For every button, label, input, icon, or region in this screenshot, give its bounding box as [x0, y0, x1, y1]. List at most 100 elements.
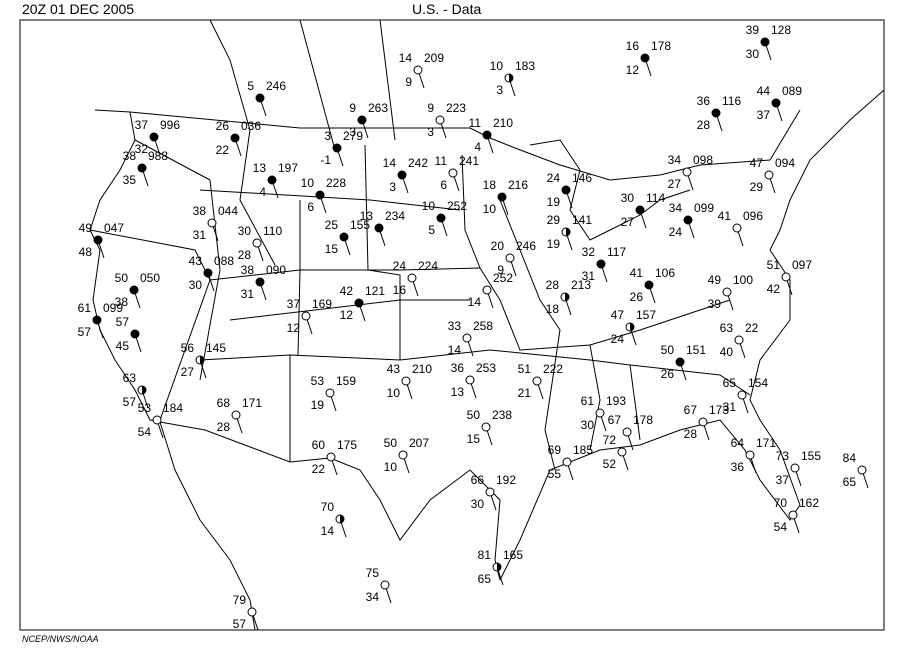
- temperature: 47: [750, 156, 764, 170]
- temperature: 65: [723, 376, 737, 390]
- dewpoint: 6: [307, 200, 314, 214]
- station: 41 096: [718, 209, 763, 247]
- pressure: 099: [103, 301, 123, 315]
- station: 75 34: [366, 566, 392, 604]
- temperature: 37: [287, 297, 301, 311]
- station: 30 110 28: [238, 224, 283, 262]
- pressure: 210: [493, 116, 513, 130]
- pressure: 241: [459, 154, 479, 168]
- header-title: U.S. - Data: [412, 1, 481, 17]
- station: 30 114 27: [621, 191, 666, 229]
- sky-cover: [203, 268, 213, 278]
- sky-cover: [413, 65, 423, 75]
- sky-cover: [482, 285, 492, 295]
- pressure: 238: [492, 408, 512, 422]
- sky-cover-half: [566, 228, 570, 236]
- station: 47 094 29: [750, 156, 796, 194]
- pressure: 114: [646, 191, 665, 205]
- temperature: 11: [469, 116, 482, 130]
- station: 43 210 10: [387, 362, 433, 400]
- map-frame: [19, 19, 885, 631]
- pressure: 258: [473, 319, 493, 333]
- station: 36 116 28: [697, 94, 742, 132]
- dewpoint: 14: [448, 343, 462, 357]
- dewpoint: 31: [582, 269, 596, 283]
- station: 37 169 12: [287, 297, 333, 335]
- station: 10 252 5: [422, 199, 468, 237]
- pressure: 224: [418, 259, 438, 273]
- dewpoint: 30: [746, 47, 760, 61]
- station: 61 099 57: [78, 301, 124, 339]
- station: 84 65: [843, 451, 869, 489]
- station: 38 090 31: [241, 263, 287, 301]
- pressure: 047: [104, 221, 124, 235]
- pressure: 178: [633, 413, 653, 427]
- temperature: 50: [661, 343, 675, 357]
- temperature: 70: [774, 496, 788, 510]
- station: 36 253 13: [451, 361, 497, 399]
- pressure: 169: [312, 297, 332, 311]
- dewpoint: 19: [311, 398, 325, 412]
- dewpoint: 14: [321, 524, 335, 538]
- pressure: 159: [336, 374, 356, 388]
- temperature: 9: [427, 101, 434, 115]
- temperature: 73: [776, 449, 790, 463]
- dewpoint: 19: [547, 195, 561, 209]
- sky-cover: [301, 311, 311, 321]
- dewpoint: 22: [312, 462, 326, 476]
- sky-cover: [374, 223, 384, 233]
- dewpoint: 29: [750, 180, 764, 194]
- pressure: 171: [756, 436, 776, 450]
- sky-cover: [640, 53, 650, 63]
- station: 16 178 12: [626, 39, 672, 77]
- station: 47 157 24: [611, 308, 657, 346]
- temperature: 60: [312, 438, 326, 452]
- temperature: 41: [718, 209, 732, 223]
- dewpoint: 28: [238, 248, 252, 262]
- temperature: 24: [547, 171, 561, 185]
- sky-cover: [734, 335, 744, 345]
- temperature: 53: [311, 374, 325, 388]
- temperature: 61: [581, 394, 595, 408]
- pressure: 185: [573, 443, 593, 457]
- station: 11 241 6: [435, 154, 480, 192]
- temperature: 47: [611, 308, 625, 322]
- station: 5 246: [247, 79, 286, 117]
- station: 63 57: [123, 371, 149, 409]
- temperature: 33: [448, 319, 462, 333]
- station: 60 175 22: [312, 438, 358, 476]
- temperature: 10: [490, 59, 504, 73]
- temperature: 5: [247, 79, 254, 93]
- dewpoint: 28: [684, 427, 698, 441]
- dewpoint: 3: [349, 125, 356, 139]
- station: 43 088 30: [189, 254, 235, 292]
- pressure: 121: [365, 284, 385, 298]
- pressure: 253: [476, 361, 496, 375]
- pressure: 141: [572, 213, 592, 227]
- pressure: 207: [409, 436, 429, 450]
- temperature: 68: [217, 396, 231, 410]
- dewpoint: 27: [621, 215, 635, 229]
- station: 81 165 65: [478, 548, 524, 586]
- sky-cover: [562, 457, 572, 467]
- sky-cover: [339, 232, 349, 242]
- station: 61 193 30: [581, 394, 627, 432]
- station: 39 128 30: [746, 23, 792, 61]
- sky-cover: [698, 417, 708, 427]
- station: 56 145 27: [181, 341, 227, 379]
- dewpoint: 57: [233, 617, 247, 631]
- pressure: 197: [278, 161, 298, 175]
- station: 72 52: [603, 433, 629, 471]
- station: 24 146 19: [547, 171, 593, 209]
- dewpoint: 18: [546, 302, 560, 316]
- pressure: 089: [782, 84, 802, 98]
- temperature: 38: [123, 149, 137, 163]
- pressure: 216: [508, 178, 528, 192]
- pressure: 996: [160, 118, 180, 132]
- dewpoint: 31: [241, 287, 255, 301]
- pressure: 222: [543, 362, 563, 376]
- dewpoint: 12: [340, 308, 354, 322]
- dewpoint: 32: [135, 142, 149, 156]
